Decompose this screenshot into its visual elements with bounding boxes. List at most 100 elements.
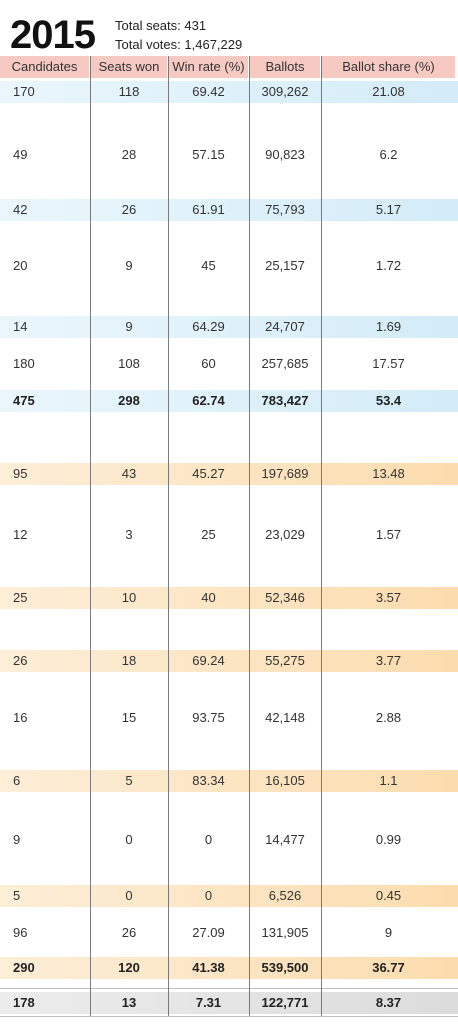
- column-divider: [321, 56, 322, 1016]
- column-divider: [90, 56, 91, 1016]
- cell-ballots: 14,477: [265, 832, 305, 847]
- cell-ballot-share: 21.08: [372, 84, 405, 99]
- table-row: 170 118 69.42 309,262 21.08: [0, 81, 458, 103]
- cell-candidates: 49: [13, 147, 28, 162]
- table-row: 42 26 61.91 75,793 5.17: [0, 199, 458, 221]
- table-row: 49 28 57.15 90,823 6.2: [0, 144, 458, 166]
- cell-seats-won: 5: [125, 773, 133, 788]
- table-row: 20 9 45 25,157 1.72: [0, 255, 458, 277]
- year-title: 2015: [10, 13, 96, 57]
- header-ballot-share: Ballot share (%): [322, 56, 455, 78]
- cell-win-rate: 60: [201, 356, 216, 371]
- cell-ballot-share: 3.57: [375, 590, 402, 605]
- table-row: 12 3 25 23,029 1.57: [0, 524, 458, 546]
- cell-win-rate: 61.91: [192, 202, 225, 217]
- cell-ballots: 55,275: [265, 653, 305, 668]
- cell-ballots: 122,771: [261, 995, 309, 1010]
- cell-win-rate: 62.74: [192, 393, 225, 408]
- column-divider: [168, 56, 169, 1016]
- table-row: 95 43 45.27 197,689 13.48: [0, 463, 458, 485]
- cell-candidates: 9: [13, 832, 21, 847]
- cell-win-rate: 57.15: [192, 147, 225, 162]
- cell-win-rate: 25: [201, 527, 216, 542]
- cell-ballots: 131,905: [261, 925, 309, 940]
- cell-ballots: 24,707: [265, 319, 305, 334]
- cell-ballot-share: 6.2: [379, 147, 398, 162]
- table-total-row: 178 13 7.31 122,771 8.37: [0, 992, 458, 1014]
- total-seats-label: Total seats:: [115, 18, 181, 33]
- table-row: 96 26 27.09 131,905 9: [0, 922, 458, 944]
- cell-ballot-share: 53.4: [375, 393, 402, 408]
- cell-seats-won: 9: [125, 258, 133, 273]
- cell-ballots: 16,105: [265, 773, 305, 788]
- cell-seats-won: 108: [118, 356, 140, 371]
- cell-ballots: 52,346: [265, 590, 305, 605]
- cell-candidates: 14: [13, 319, 28, 334]
- cell-win-rate: 27.09: [192, 925, 225, 940]
- cell-ballots: 42,148: [265, 710, 305, 725]
- cell-seats-won: 120: [118, 960, 140, 975]
- cell-candidates: 96: [13, 925, 28, 940]
- cell-ballots: 75,793: [265, 202, 305, 217]
- cell-ballot-share: 36.77: [372, 960, 405, 975]
- cell-win-rate: 45: [201, 258, 216, 273]
- table-row: 26 18 69.24 55,275 3.77: [0, 650, 458, 672]
- cell-seats-won: 15: [121, 710, 137, 725]
- total-seats: Total seats: 431: [115, 16, 242, 35]
- cell-seats-won: 3: [125, 527, 133, 542]
- cell-ballots: 6,526: [268, 888, 302, 903]
- cell-ballot-share: 9: [384, 925, 393, 940]
- table-row: 5 0 0 6,526 0.45: [0, 885, 458, 907]
- cell-ballots: 257,685: [261, 356, 309, 371]
- cell-candidates: 16: [13, 710, 28, 725]
- totals-block: Total seats: 431 Total votes: 1,467,229: [115, 16, 242, 54]
- cell-candidates: 5: [13, 888, 21, 903]
- cell-candidates: 6: [13, 773, 21, 788]
- cell-seats-won: 10: [121, 590, 137, 605]
- total-seats-value: 431: [184, 18, 207, 33]
- cell-candidates: 290: [13, 960, 35, 975]
- header-seats-won: Seats won: [91, 56, 167, 78]
- cell-ballot-share: 8.37: [375, 995, 402, 1010]
- cell-seats-won: 0: [125, 832, 133, 847]
- cell-candidates: 26: [13, 653, 28, 668]
- cell-candidates: 178: [13, 995, 35, 1010]
- table-total-row: 475 298 62.74 783,427 53.4: [0, 390, 458, 412]
- header-candidates: Candidates: [0, 56, 89, 78]
- cell-candidates: 95: [13, 466, 28, 481]
- cell-ballot-share: 0.45: [375, 888, 402, 903]
- cell-win-rate: 0: [204, 888, 213, 903]
- cell-candidates: 42: [13, 202, 28, 217]
- cell-seats-won: 118: [118, 84, 140, 99]
- table-row: 25 10 40 52,346 3.57: [0, 587, 458, 609]
- total-votes-value: 1,467,229: [184, 37, 243, 52]
- cell-seats-won: 26: [121, 925, 137, 940]
- table-row: 16 15 93.75 42,148 2.88: [0, 707, 458, 729]
- cell-seats-won: 28: [121, 147, 137, 162]
- cell-candidates: 475: [13, 393, 35, 408]
- header-ballots: Ballots: [250, 56, 320, 78]
- cell-win-rate: 64.29: [192, 319, 225, 334]
- cell-win-rate: 45.27: [192, 466, 225, 481]
- cell-ballot-share: 3.77: [375, 653, 402, 668]
- cell-win-rate: 40: [201, 590, 216, 605]
- table-header: Candidates Seats won Win rate (%) Ballot…: [0, 56, 458, 78]
- cell-seats-won: 298: [118, 393, 140, 408]
- cell-ballot-share: 1.57: [375, 527, 402, 542]
- cell-ballots: 783,427: [261, 393, 309, 408]
- cell-ballots: 309,262: [261, 84, 309, 99]
- cell-seats-won: 26: [121, 202, 137, 217]
- cell-ballot-share: 1.1: [379, 773, 398, 788]
- table-row: 9 0 0 14,477 0.99: [0, 829, 458, 851]
- header-win-rate: Win rate (%): [169, 56, 248, 78]
- cell-win-rate: 83.34: [192, 773, 225, 788]
- cell-candidates: 25: [13, 590, 28, 605]
- cell-candidates: 170: [13, 84, 35, 99]
- cell-ballot-share: 17.57: [372, 356, 405, 371]
- table-total-row: 290 120 41.38 539,500 36.77: [0, 957, 458, 979]
- column-divider: [249, 56, 250, 1016]
- cell-ballots: 25,157: [265, 258, 305, 273]
- cell-win-rate: 69.24: [192, 653, 225, 668]
- table-row: 6 5 83.34 16,105 1.1: [0, 770, 458, 792]
- cell-seats-won: 9: [125, 319, 133, 334]
